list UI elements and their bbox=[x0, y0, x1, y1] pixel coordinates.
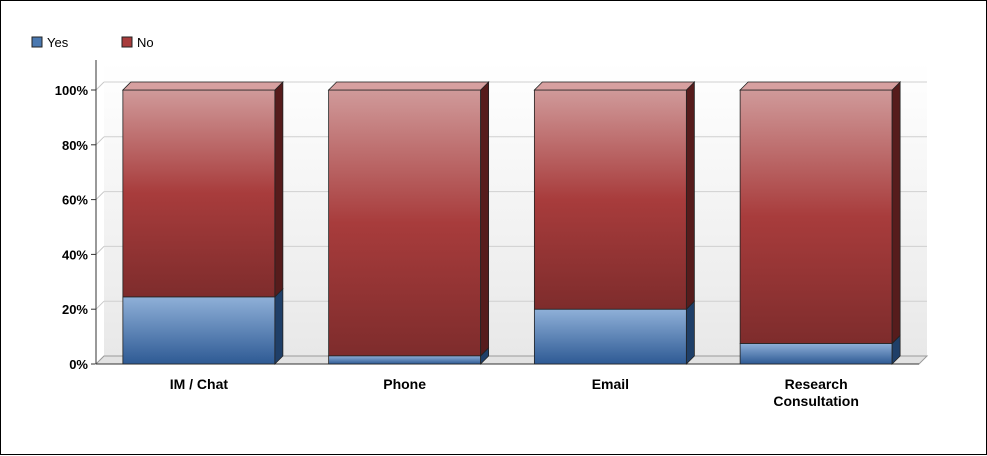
legend-swatch-no bbox=[121, 36, 133, 48]
x-tick-label-line: Research bbox=[785, 376, 848, 392]
bar-im-chat-no-side bbox=[274, 81, 284, 298]
bar-email-yes-side bbox=[685, 300, 695, 365]
bar-research-consultation-no-top bbox=[739, 81, 902, 91]
bar-email-no bbox=[533, 89, 687, 310]
legend: Yes No bbox=[31, 35, 154, 50]
gridline-depth bbox=[95, 81, 105, 91]
bar-email-yes bbox=[533, 308, 687, 365]
x-tick-label-im-chat: IM / Chat bbox=[170, 376, 229, 392]
legend-item-no: No bbox=[121, 35, 154, 50]
y-tick-label: 80% bbox=[62, 138, 88, 153]
y-tick-label: 100% bbox=[55, 83, 89, 98]
bar-im-chat-yes-side bbox=[274, 287, 284, 365]
bar-group-research-consultation bbox=[739, 81, 902, 365]
plot-area: 0% 20% 40% 60% 80% 100% IM / Chat Phone Email Res… bbox=[55, 60, 929, 409]
x-tick-label-line: Email bbox=[592, 376, 629, 392]
y-tick-label: 20% bbox=[62, 302, 88, 317]
bar-email-no-side bbox=[685, 81, 695, 311]
y-tick-label: 0% bbox=[69, 357, 88, 372]
bar-phone-no-top bbox=[327, 81, 490, 91]
bar-group-phone bbox=[327, 81, 490, 365]
bar-research-consultation-yes bbox=[739, 343, 893, 365]
bar-phone-no bbox=[328, 89, 482, 357]
x-tick-label-line: Consultation bbox=[773, 393, 859, 409]
y-tick-label: 40% bbox=[62, 247, 88, 262]
gridline-depth bbox=[95, 246, 105, 255]
bar-research-consultation-no-side bbox=[891, 81, 901, 345]
bar-group-im-chat bbox=[121, 81, 284, 365]
x-tick-label-email: Email bbox=[592, 376, 629, 392]
bar-email-no-top bbox=[533, 81, 696, 91]
gridline-depth bbox=[95, 136, 105, 146]
bar-im-chat-yes bbox=[122, 296, 276, 365]
bar-im-chat-no-top bbox=[121, 81, 284, 91]
bar-im-chat-no bbox=[122, 89, 276, 298]
bar-phone-no-side bbox=[480, 81, 490, 357]
gridline-depth bbox=[95, 300, 105, 310]
x-tick-label-line: Phone bbox=[383, 376, 426, 392]
gridline-depth bbox=[95, 191, 105, 200]
legend-label-yes: Yes bbox=[47, 35, 69, 50]
legend-label-no: No bbox=[137, 35, 154, 50]
y-tick-label: 60% bbox=[62, 193, 88, 208]
legend-item-yes: Yes bbox=[31, 35, 69, 50]
x-tick-label-phone: Phone bbox=[383, 376, 426, 392]
bar-group-email bbox=[533, 81, 696, 365]
x-tick-label-research-consultation: Research Consultation bbox=[773, 376, 859, 409]
legend-swatch-yes bbox=[31, 36, 43, 48]
bar-phone-yes bbox=[328, 355, 482, 365]
bar-research-consultation-no bbox=[739, 89, 893, 344]
x-tick-label-line: IM / Chat bbox=[170, 376, 229, 392]
